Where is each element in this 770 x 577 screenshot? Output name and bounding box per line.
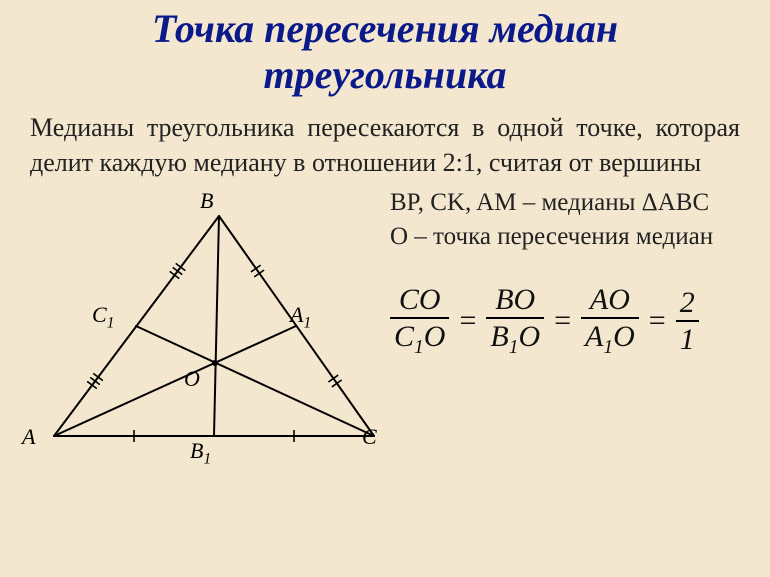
midpoint-A1-label: A1 <box>290 302 311 332</box>
theorem-text: Медианы треугольника пересекаются в одно… <box>0 102 770 180</box>
midpoint-B1-label: B1 <box>190 438 211 468</box>
equals-1: = <box>459 304 476 338</box>
medians-line-2: O – точка пересечения медиан <box>390 220 764 254</box>
equals-3: = <box>649 304 666 338</box>
triangle-diagram <box>14 186 404 476</box>
vertex-B-label: B <box>200 188 213 214</box>
ratio-formula: CO C1O = BO B1O = AO A1O = 2 1 <box>390 284 764 359</box>
centroid-O-label: O <box>184 366 200 392</box>
slide-title: Точка пересечения медиан треугольника <box>0 0 770 102</box>
vertex-C-label: C <box>362 424 377 450</box>
midpoint-C1-label: C1 <box>92 302 114 332</box>
title-line-1: Точка пересечения медиан <box>152 6 618 51</box>
fraction-2-1: 2 1 <box>676 287 699 356</box>
equals-2: = <box>554 304 571 338</box>
vertex-A-label: A <box>22 424 35 450</box>
medians-line-1: BP, CK, AM – медианы ΔABC <box>390 186 764 220</box>
title-line-2: треугольника <box>264 52 507 97</box>
right-column: BP, CK, AM – медианы ΔABC O – точка пере… <box>390 186 764 358</box>
fraction-AO: AO A1O <box>581 284 639 359</box>
fraction-BO: BO B1O <box>486 284 544 359</box>
fraction-CO: CO C1O <box>390 284 449 359</box>
